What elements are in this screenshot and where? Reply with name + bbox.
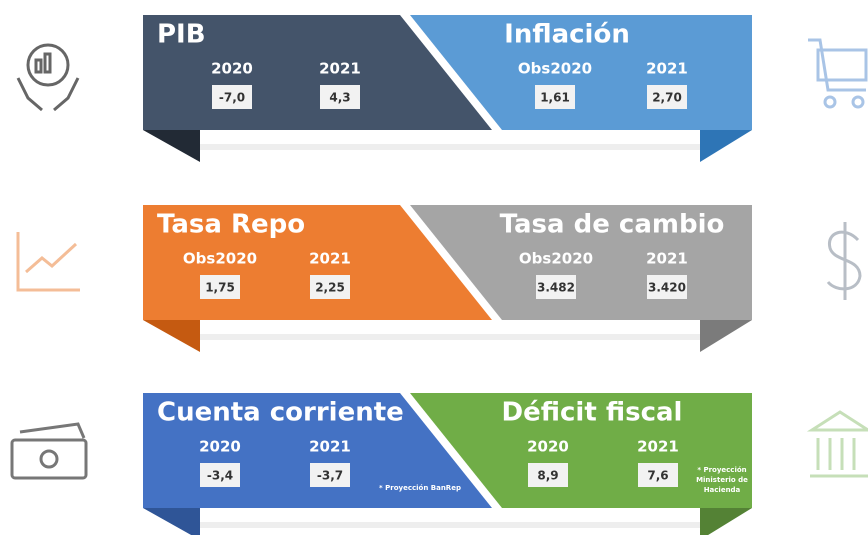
- column-label: 2021: [646, 250, 688, 268]
- column-label: Obs2020: [518, 60, 592, 78]
- note: * Proyección BanRep: [379, 484, 461, 492]
- panel-title: PIB: [157, 20, 206, 50]
- fold: [143, 508, 200, 535]
- panel-title: Tasa Repo: [157, 210, 305, 240]
- shadow: [200, 522, 700, 528]
- value: -7,0: [219, 91, 245, 105]
- value: 3.482: [537, 281, 575, 295]
- bank-icon: [806, 410, 868, 478]
- value: 8,9: [537, 469, 558, 483]
- column-label: 2021: [637, 438, 679, 456]
- column-label: 2021: [646, 60, 688, 78]
- value-box: [200, 275, 240, 299]
- column-label: Obs2020: [183, 250, 257, 268]
- value-box: [647, 85, 687, 109]
- fold: [700, 130, 752, 162]
- value-box: [320, 85, 360, 109]
- value: -3,7: [317, 469, 343, 483]
- dollar-icon: [826, 222, 862, 300]
- value: 2,70: [652, 91, 682, 105]
- column-label: 2020: [199, 438, 241, 456]
- icons: [10, 38, 868, 480]
- value: 1,75: [205, 281, 235, 295]
- note: Hacienda: [704, 486, 741, 494]
- value: 4,3: [329, 91, 350, 105]
- note: * Proyección: [697, 466, 746, 474]
- fold: [700, 320, 752, 352]
- value-box: [200, 463, 240, 487]
- column-label: Obs2020: [519, 250, 593, 268]
- money-icon: [10, 422, 88, 480]
- value: 2,25: [315, 281, 345, 295]
- value: -3,4: [207, 469, 233, 483]
- value-box: [647, 275, 687, 299]
- column-label: 2021: [319, 60, 361, 78]
- shadow: [200, 334, 700, 340]
- value-box: [212, 85, 252, 109]
- value-box: [310, 275, 350, 299]
- panel-title: Tasa de cambio: [500, 210, 725, 240]
- column-label: 2021: [309, 250, 351, 268]
- note: Ministerio de: [696, 476, 748, 484]
- value-box: [310, 463, 350, 487]
- panel-title: Cuenta corriente: [157, 398, 404, 428]
- column-label: 2021: [309, 438, 351, 456]
- fold: [143, 320, 200, 352]
- shadow: [200, 144, 700, 150]
- panel-title: Inflación: [504, 20, 630, 50]
- value: 7,6: [647, 469, 668, 483]
- chart-icon: [16, 232, 80, 292]
- value-box: [528, 463, 568, 487]
- panel-title: Déficit fiscal: [502, 398, 683, 428]
- fold: [143, 130, 200, 162]
- value: 1,61: [540, 91, 570, 105]
- value-box: [638, 463, 678, 487]
- value: 3.420: [648, 281, 686, 295]
- column-label: 2020: [527, 438, 569, 456]
- value-box: [535, 85, 575, 109]
- fold: [700, 508, 752, 535]
- cart-icon: [808, 38, 868, 109]
- growth-icon: [16, 43, 80, 112]
- value-box: [536, 275, 576, 299]
- column-label: 2020: [211, 60, 253, 78]
